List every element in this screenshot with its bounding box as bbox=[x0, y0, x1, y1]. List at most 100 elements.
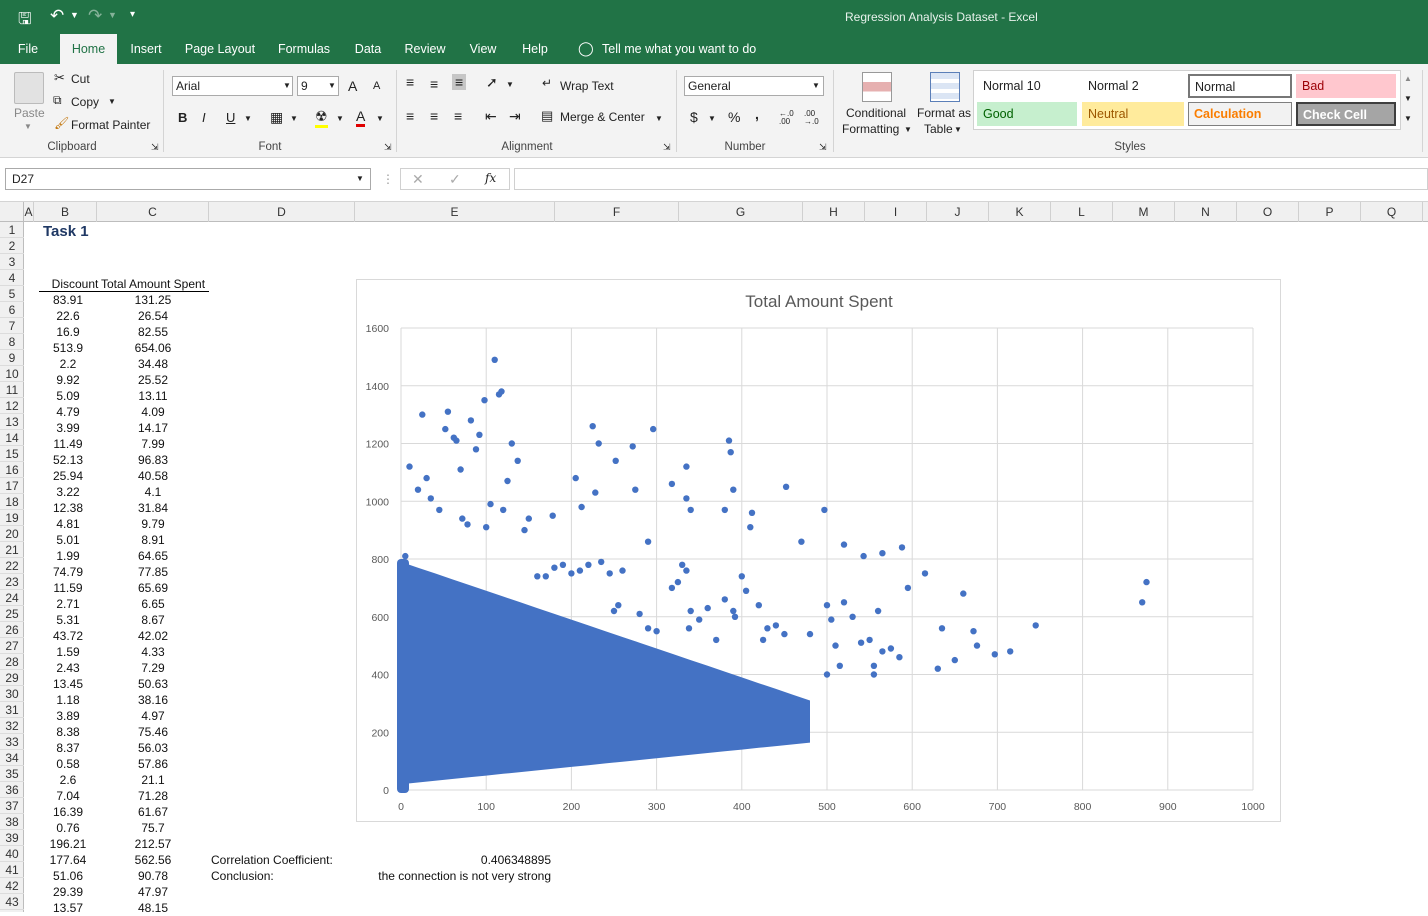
row-header[interactable]: 35 bbox=[0, 766, 24, 782]
cell[interactable]: 2.6 bbox=[59, 773, 77, 787]
tab-file[interactable]: File bbox=[17, 42, 39, 56]
cell[interactable]: 8.37 bbox=[56, 741, 80, 755]
tab-page-layout[interactable]: Page Layout bbox=[184, 42, 256, 56]
row-header[interactable]: 13 bbox=[0, 414, 24, 430]
cell[interactable]: 74.79 bbox=[52, 565, 84, 579]
number-launcher-icon[interactable]: ⇲ bbox=[819, 142, 827, 152]
cell[interactable]: 6.65 bbox=[141, 597, 165, 611]
cell[interactable]: 9.79 bbox=[141, 517, 165, 531]
cut-button[interactable]: Cut bbox=[71, 72, 90, 86]
cell[interactable]: 212.57 bbox=[134, 837, 172, 851]
cell[interactable]: 77.85 bbox=[137, 565, 169, 579]
column-header-g[interactable]: G bbox=[679, 202, 803, 222]
font-launcher-icon[interactable]: ⇲ bbox=[384, 142, 392, 152]
column-header-p[interactable]: P bbox=[1299, 202, 1361, 222]
cell[interactable]: 4.81 bbox=[56, 517, 80, 531]
decrease-indent-icon[interactable]: ⇤ bbox=[485, 108, 497, 124]
number-format-select[interactable]: General bbox=[684, 76, 824, 96]
save-icon[interactable]: 🖫 bbox=[18, 11, 32, 28]
cell[interactable]: 14.17 bbox=[137, 421, 169, 435]
row-header[interactable]: 26 bbox=[0, 622, 24, 638]
shrink-font-icon[interactable]: A bbox=[373, 80, 381, 92]
alignment-launcher-icon[interactable]: ⇲ bbox=[663, 142, 671, 152]
cell[interactable]: 64.65 bbox=[137, 549, 169, 563]
row-header[interactable]: 7 bbox=[0, 318, 24, 334]
number-format-dropdown-icon[interactable]: ▼ bbox=[812, 81, 820, 90]
tell-me-search[interactable]: Tell me what you want to do bbox=[602, 42, 757, 56]
cell[interactable]: 196.21 bbox=[49, 837, 87, 851]
fill-color-dropdown-icon[interactable]: ▼ bbox=[336, 114, 344, 123]
format-painter-icon[interactable]: 🖌 bbox=[54, 116, 70, 130]
align-left-icon[interactable]: ≡ bbox=[406, 108, 415, 124]
row-header[interactable]: 42 bbox=[0, 878, 24, 894]
row-header[interactable]: 19 bbox=[0, 510, 24, 526]
row-header[interactable]: 38 bbox=[0, 814, 24, 830]
tab-insert[interactable]: Insert bbox=[130, 42, 162, 56]
grow-font-icon[interactable]: A bbox=[348, 78, 358, 94]
cell[interactable]: 48.15 bbox=[137, 901, 169, 915]
cell[interactable]: 2.43 bbox=[56, 661, 80, 675]
increase-indent-icon[interactable]: ⇥ bbox=[509, 108, 521, 124]
wrap-text-button[interactable]: Wrap Text bbox=[560, 79, 614, 93]
tab-help[interactable]: Help bbox=[522, 42, 548, 56]
conditional-formatting-label-1[interactable]: Conditional bbox=[846, 106, 907, 120]
style-normal-2[interactable]: Normal 2 bbox=[1088, 79, 1139, 93]
style-neutral[interactable]: Neutral bbox=[1082, 102, 1184, 126]
column-header-i[interactable]: I bbox=[865, 202, 927, 222]
row-header[interactable]: 29 bbox=[0, 670, 24, 686]
column-header-e[interactable]: E bbox=[355, 202, 555, 222]
cell[interactable]: 25.94 bbox=[52, 469, 84, 483]
cell[interactable]: 21.1 bbox=[141, 773, 165, 787]
cell[interactable]: 34.48 bbox=[137, 357, 169, 371]
row-header[interactable]: 39 bbox=[0, 830, 24, 846]
cell[interactable]: 71.28 bbox=[137, 789, 169, 803]
cell[interactable]: 16.39 bbox=[52, 805, 84, 819]
row-header[interactable]: 23 bbox=[0, 574, 24, 590]
align-middle-icon[interactable]: ≡ bbox=[430, 76, 439, 92]
tab-data[interactable]: Data bbox=[354, 42, 382, 56]
row-header[interactable]: 20 bbox=[0, 526, 24, 542]
font-color-icon[interactable]: A bbox=[356, 108, 366, 127]
column-header-n[interactable]: N bbox=[1175, 202, 1237, 222]
cell[interactable]: 47.97 bbox=[137, 885, 169, 899]
tab-review[interactable]: Review bbox=[404, 42, 446, 56]
row-header[interactable]: 37 bbox=[0, 798, 24, 814]
style-normal-10[interactable]: Normal 10 bbox=[983, 79, 1041, 93]
font-name-dropdown-icon[interactable]: ▼ bbox=[283, 81, 291, 90]
styles-more-icon[interactable]: ▼ bbox=[1404, 114, 1412, 123]
tab-view[interactable]: View bbox=[469, 42, 497, 56]
column-header-h[interactable]: H bbox=[803, 202, 865, 222]
formula-bar-options-icon[interactable]: ⋮ bbox=[382, 172, 394, 186]
cell[interactable]: 57.86 bbox=[137, 757, 169, 771]
cell[interactable]: 8.38 bbox=[56, 725, 80, 739]
name-box-dropdown-icon[interactable]: ▼ bbox=[356, 174, 364, 183]
row-header[interactable]: 9 bbox=[0, 350, 24, 366]
cell[interactable]: 5.31 bbox=[56, 613, 80, 627]
accounting-format-button[interactable]: $ bbox=[690, 109, 698, 125]
decrease-decimal-button[interactable]: .00 →.0 bbox=[804, 109, 819, 126]
align-center-icon[interactable]: ≡ bbox=[430, 108, 439, 124]
cell[interactable]: 2.2 bbox=[59, 357, 77, 371]
scatter-chart[interactable]: Total Amount Spent 0 100 200 300 400 500 600 70… bbox=[356, 279, 1281, 822]
confirm-entry-icon[interactable]: ✓ bbox=[449, 171, 461, 187]
row-header[interactable]: 28 bbox=[0, 654, 24, 670]
paste-dropdown-icon[interactable]: ▼ bbox=[24, 122, 32, 131]
cell[interactable]: 13.57 bbox=[52, 901, 84, 915]
style-calculation[interactable]: Calculation bbox=[1188, 102, 1292, 126]
cell[interactable]: 96.83 bbox=[137, 453, 169, 467]
cell[interactable]: 11.49 bbox=[53, 437, 83, 451]
cell[interactable]: 5.01 bbox=[56, 533, 80, 547]
row-header[interactable]: 16 bbox=[0, 462, 24, 478]
cell[interactable]: 13.11 bbox=[138, 389, 168, 403]
column-header-c[interactable]: C bbox=[97, 202, 209, 222]
redo-dropdown-icon[interactable]: ▼ bbox=[108, 10, 117, 20]
row-header[interactable]: 32 bbox=[0, 718, 24, 734]
italic-button[interactable]: I bbox=[202, 110, 206, 125]
align-right-icon[interactable]: ≡ bbox=[454, 108, 463, 124]
lightbulb-icon[interactable]: ◯ bbox=[578, 40, 594, 56]
row-header[interactable]: 5 bbox=[0, 286, 24, 302]
cell[interactable]: 0.76 bbox=[56, 821, 80, 835]
cell[interactable]: 4.09 bbox=[141, 405, 165, 419]
style-bad[interactable]: Bad bbox=[1296, 74, 1396, 98]
cell[interactable]: 4.33 bbox=[141, 645, 165, 659]
